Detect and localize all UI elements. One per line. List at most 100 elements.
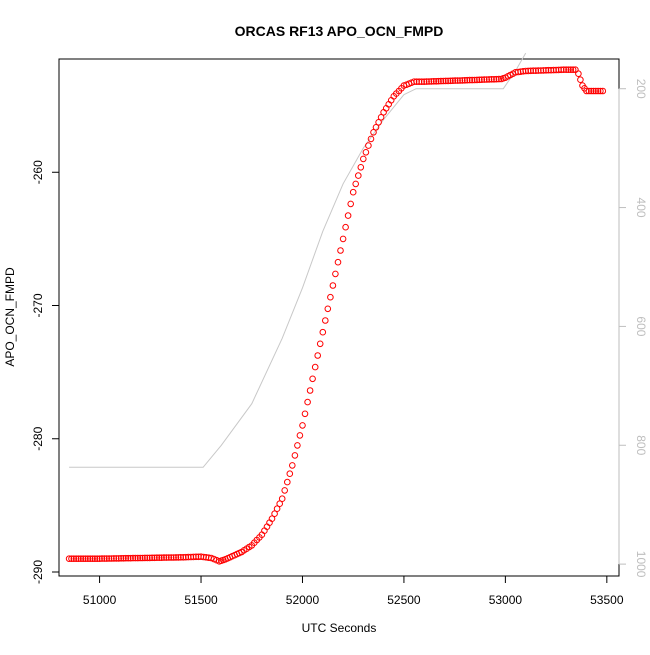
data-point xyxy=(495,75,503,83)
x-tick-label: 51000 xyxy=(83,593,117,607)
data-point xyxy=(268,515,276,523)
data-point xyxy=(432,78,440,85)
data-point xyxy=(132,554,139,562)
data-point xyxy=(286,470,294,478)
data-point xyxy=(514,68,522,76)
data-point xyxy=(355,172,362,179)
data-point xyxy=(560,66,568,73)
data-point xyxy=(172,554,180,561)
data-point xyxy=(456,77,464,84)
data-point xyxy=(590,87,597,95)
data-point xyxy=(129,554,137,562)
data-point xyxy=(70,555,78,563)
data-point xyxy=(413,78,420,85)
chart-title: ORCAS RF13 APO_OCN_FMPD xyxy=(235,23,444,39)
data-point xyxy=(550,66,557,74)
data-point xyxy=(437,77,445,85)
data-point xyxy=(449,77,457,84)
data-point xyxy=(65,555,73,563)
data-point xyxy=(175,554,182,561)
data-point xyxy=(110,555,118,562)
data-point xyxy=(522,67,530,75)
data-point xyxy=(442,77,450,85)
data-point xyxy=(468,76,476,84)
data-point xyxy=(167,554,175,561)
data-point xyxy=(141,554,149,562)
data-point xyxy=(567,66,575,73)
data-point xyxy=(370,129,377,136)
data-point xyxy=(86,555,94,563)
secondary-y-axis: 200 400 600 800 1000 xyxy=(618,79,648,578)
data-point xyxy=(461,77,469,84)
y2-tick-label: 1000 xyxy=(634,551,648,578)
data-point xyxy=(108,555,115,562)
data-point xyxy=(294,442,301,449)
data-point xyxy=(471,76,478,84)
data-point xyxy=(575,70,582,77)
data-point xyxy=(451,77,459,84)
data-point xyxy=(377,114,385,121)
data-point xyxy=(311,363,319,371)
data-point xyxy=(334,258,342,266)
data-point xyxy=(585,87,593,95)
y-tick-label: -280 xyxy=(31,426,45,450)
data-point xyxy=(454,77,461,84)
data-point xyxy=(139,554,146,562)
data-point xyxy=(583,87,590,95)
y2-tick-label: 800 xyxy=(634,435,648,455)
data-point xyxy=(170,554,177,561)
data-point xyxy=(423,78,430,85)
x-tick-label: 51500 xyxy=(184,593,218,607)
data-point xyxy=(440,77,447,85)
data-point xyxy=(444,77,452,85)
data-point xyxy=(337,247,344,254)
data-point xyxy=(493,75,500,83)
data-point xyxy=(375,119,382,126)
data-point xyxy=(306,387,314,394)
data-point xyxy=(344,212,352,219)
data-point xyxy=(281,487,289,494)
data-point xyxy=(332,270,339,278)
x-axis-label: UTC Seconds xyxy=(302,621,377,635)
data-point xyxy=(271,510,278,518)
data-point xyxy=(530,67,537,74)
data-point xyxy=(151,554,158,562)
x-tick-label: 53500 xyxy=(590,593,624,607)
y2-tick-label: 400 xyxy=(634,198,648,218)
data-point xyxy=(146,554,153,562)
plot-frame xyxy=(58,58,620,577)
data-point xyxy=(327,293,334,301)
data-point xyxy=(98,555,106,562)
data-point xyxy=(68,555,75,563)
data-point xyxy=(425,78,433,85)
data-point xyxy=(372,124,380,131)
y-tick-label: -270 xyxy=(31,293,45,317)
data-point xyxy=(75,555,82,563)
data-point xyxy=(430,78,438,85)
data-point xyxy=(597,87,604,95)
data-point xyxy=(284,478,291,486)
data-point xyxy=(301,410,309,418)
data-point xyxy=(410,78,418,85)
data-point xyxy=(488,76,495,83)
data-point xyxy=(481,76,488,83)
data-point xyxy=(542,67,550,74)
data-point xyxy=(319,328,327,336)
data-point xyxy=(158,554,165,562)
data-point xyxy=(316,340,324,348)
y-axis-label: APO_OCN_FMPD xyxy=(3,267,17,367)
data-point xyxy=(144,554,151,562)
data-point xyxy=(476,76,483,84)
y2-tick-label: 200 xyxy=(634,79,648,99)
data-point xyxy=(278,495,286,503)
data-point xyxy=(291,452,299,459)
data-point xyxy=(483,76,491,83)
data-point xyxy=(153,554,161,562)
data-point xyxy=(120,555,127,562)
data-point xyxy=(148,554,156,562)
data-point xyxy=(79,555,87,563)
data-point xyxy=(101,555,108,562)
data-point xyxy=(117,555,125,562)
